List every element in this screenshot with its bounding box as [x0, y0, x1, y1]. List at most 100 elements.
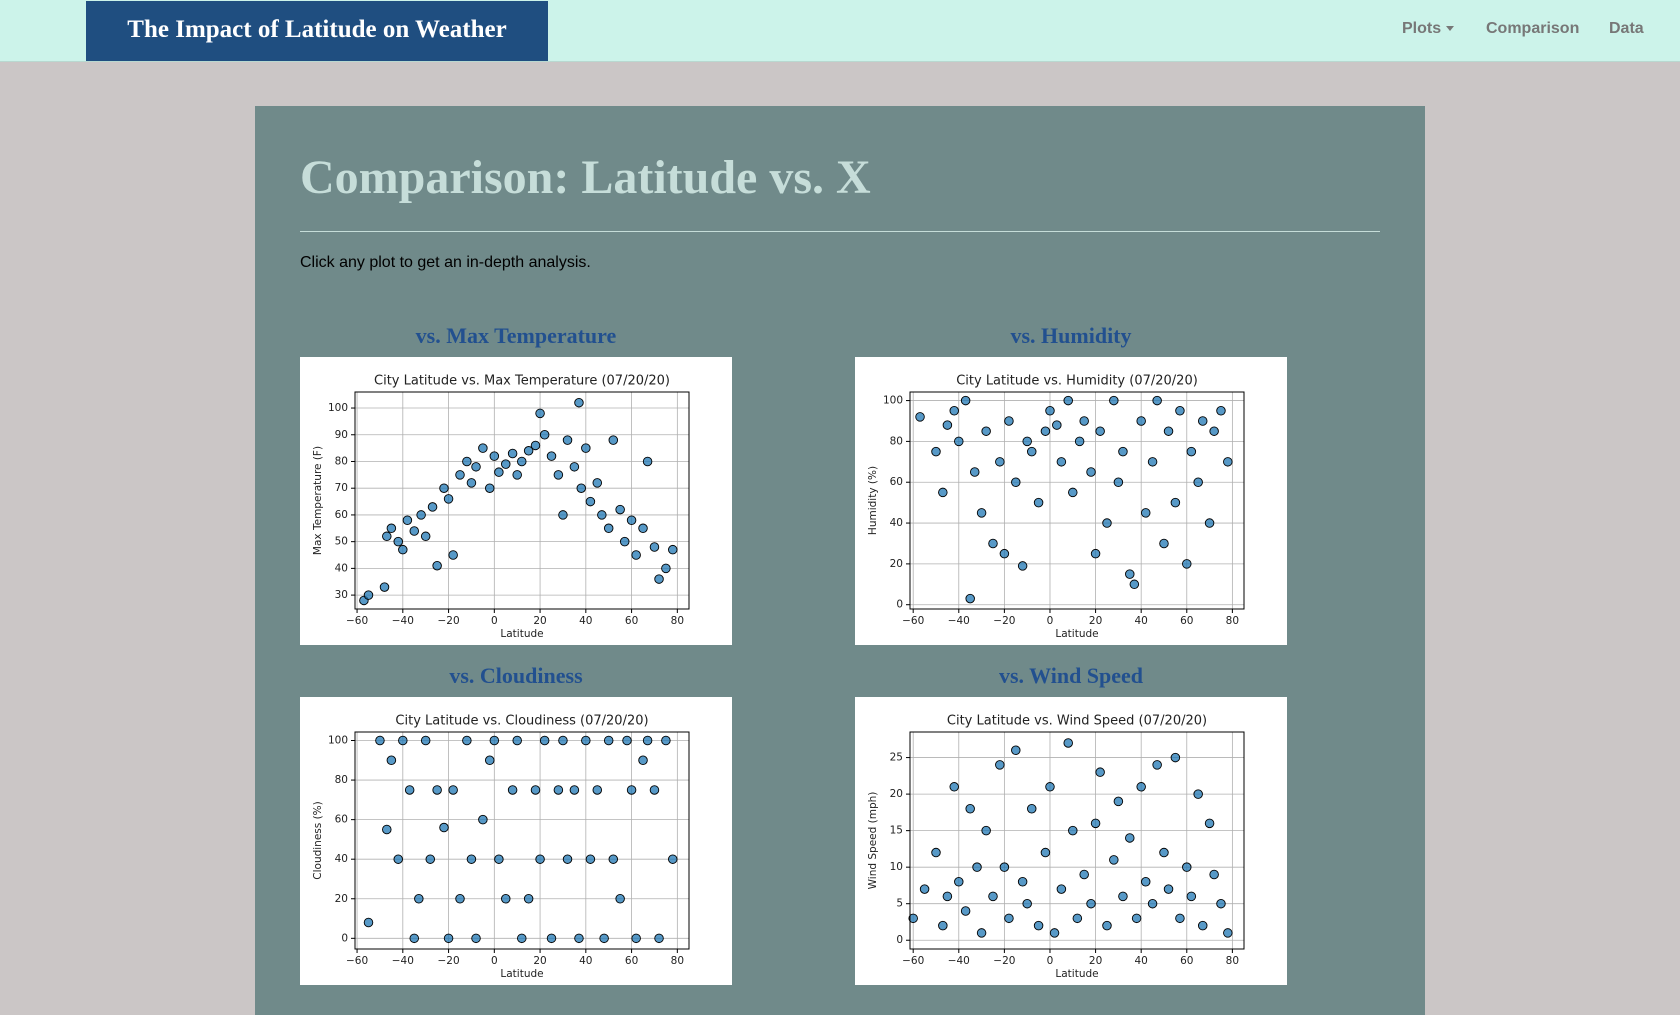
point	[558, 510, 568, 520]
point	[1182, 862, 1192, 872]
point	[965, 593, 975, 604]
y-tick-label: 20	[890, 558, 903, 570]
x-tick-label: 60	[625, 615, 638, 627]
y-axis-label: Max Temperature (F)	[312, 446, 324, 555]
x-tick-label: 20	[533, 615, 546, 627]
point	[1033, 497, 1044, 508]
point	[1163, 426, 1174, 436]
point	[1045, 782, 1055, 792]
point	[1090, 548, 1101, 559]
nav-plots[interactable]: Plots	[1402, 20, 1455, 38]
point	[1022, 898, 1032, 909]
point	[420, 735, 431, 746]
point	[1086, 898, 1096, 909]
y-tick-label: 100	[328, 735, 348, 747]
y-tick-label: 40	[335, 853, 348, 865]
point	[1175, 913, 1185, 924]
point	[489, 735, 500, 746]
point	[1095, 767, 1105, 777]
point	[619, 536, 630, 547]
point	[585, 496, 596, 507]
point	[581, 735, 591, 746]
point	[432, 785, 442, 795]
point	[1216, 898, 1226, 909]
point	[404, 785, 415, 795]
point	[999, 548, 1010, 559]
point	[626, 515, 637, 526]
point	[1102, 920, 1112, 931]
point	[1209, 869, 1219, 880]
point	[976, 508, 987, 518]
point	[1086, 467, 1096, 477]
point	[386, 523, 397, 534]
chart-title: City Latitude vs. Cloudiness (07/20/20)	[395, 714, 648, 729]
x-tick-label: −20	[437, 615, 459, 627]
point	[1140, 508, 1151, 518]
x-tick-label: 20	[1089, 615, 1102, 627]
point	[919, 884, 930, 894]
point	[569, 785, 580, 795]
x-tick-label: −60	[902, 615, 924, 627]
plot-image[interactable]: City Latitude vs. Max Temperature (07/20…	[300, 357, 732, 645]
y-axis-label: Wind Speed (mph)	[867, 792, 879, 890]
x-tick-label: −40	[392, 615, 414, 627]
x-tick-label: −60	[346, 615, 368, 627]
point	[1193, 789, 1203, 799]
point	[661, 563, 671, 574]
point	[1074, 436, 1085, 447]
x-axis-label: Latitude	[1055, 968, 1098, 980]
point	[1125, 569, 1135, 579]
plot-image[interactable]: City Latitude vs. Humidity (07/20/20) −60…	[855, 357, 1287, 645]
x-tick-label: 80	[1226, 615, 1239, 627]
point	[501, 894, 511, 904]
point	[949, 782, 959, 792]
nav-comparison[interactable]: Comparison	[1486, 20, 1580, 37]
x-tick-label: 0	[491, 955, 498, 967]
intro-text: Click any plot to get an in-depth analys…	[300, 254, 591, 271]
point	[1102, 518, 1112, 528]
point	[608, 435, 619, 445]
point	[382, 531, 392, 542]
point	[382, 824, 392, 835]
point	[507, 785, 518, 795]
point	[471, 933, 481, 944]
y-tick-label: 25	[890, 752, 903, 764]
plot-image[interactable]: City Latitude vs. Cloudiness (07/20/20) −…	[300, 697, 732, 985]
point	[466, 478, 477, 488]
y-tick-label: 20	[335, 893, 348, 905]
point	[1118, 446, 1128, 457]
point	[1209, 426, 1219, 436]
point	[1175, 406, 1185, 416]
point	[562, 854, 573, 864]
point	[1049, 928, 1060, 938]
point	[592, 478, 603, 488]
plot-image[interactable]: City Latitude vs. Wind Speed (07/20/20) −…	[855, 697, 1287, 985]
point	[1113, 477, 1124, 487]
point	[642, 456, 653, 467]
point	[638, 755, 648, 766]
brand[interactable]: The Impact of Latitude on Weather	[86, 1, 548, 61]
point	[553, 470, 564, 480]
point	[375, 735, 385, 746]
point	[1090, 818, 1101, 829]
plot-frame	[909, 731, 1245, 950]
x-tick-label: 20	[533, 955, 546, 967]
point	[1079, 869, 1089, 880]
y-tick-label: 5	[896, 898, 903, 910]
point	[398, 544, 408, 555]
point	[592, 785, 603, 795]
x-tick-label: 80	[1226, 955, 1239, 967]
point	[603, 523, 614, 534]
point	[1056, 884, 1067, 894]
point	[379, 582, 390, 592]
point	[1193, 477, 1203, 487]
point	[960, 906, 971, 916]
x-tick-label: 40	[1134, 955, 1147, 967]
nav-data[interactable]: Data	[1609, 20, 1644, 37]
point	[553, 785, 564, 795]
point	[981, 825, 991, 836]
point	[585, 854, 596, 864]
point	[954, 877, 964, 887]
point	[484, 483, 495, 493]
